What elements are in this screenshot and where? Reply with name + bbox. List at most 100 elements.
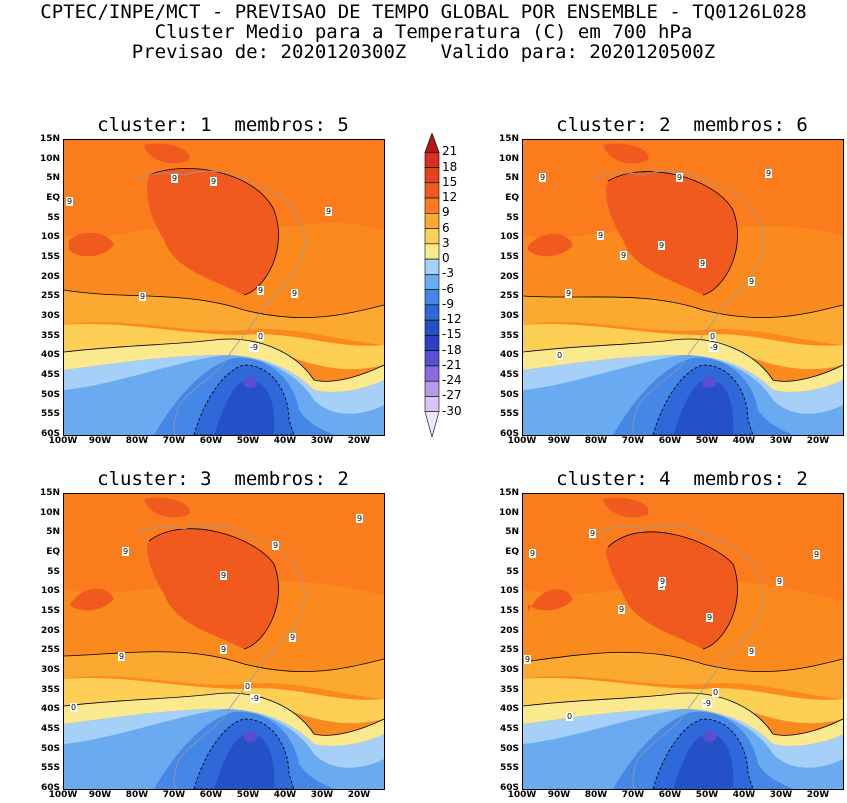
lat-tick-label: 30S: [499, 311, 519, 321]
contour-label: -9: [702, 699, 712, 708]
lat-tick-label: 15S: [40, 606, 60, 616]
lon-tick-label: 50W: [236, 790, 260, 800]
lat-tick-label: 20S: [40, 271, 60, 282]
map-panel-1: [63, 139, 385, 436]
panel-3-title: cluster: 3 membros: 2: [97, 468, 349, 490]
map-1-svg: [64, 140, 384, 435]
lat-tick-label: 15S: [40, 252, 60, 262]
colorbar-segment: [424, 304, 440, 321]
lat-tick-label: 40S: [40, 350, 60, 361]
lat-tick-label: EQ: [46, 193, 60, 203]
contour-label: 9: [539, 173, 547, 182]
lon-tick-label: 20W: [347, 790, 371, 800]
contour-label: 9: [356, 514, 364, 523]
coastline: [133, 170, 306, 435]
lon-tick-label: 30W: [310, 436, 334, 446]
contour-line: [607, 531, 738, 650]
contour-label: 9: [776, 577, 784, 586]
colorbar-segment: [424, 411, 440, 439]
panel-4-title: cluster: 4 membros: 2: [556, 468, 808, 490]
lon-tick-label: 30W: [769, 436, 793, 446]
contour-label: 9: [220, 571, 228, 580]
lat-tick-label: 50S: [40, 389, 60, 400]
lon-tick-label: 60W: [199, 790, 223, 800]
header-line-1: CPTEC/INPE/MCT - PREVISAO DE TEMPO GLOBA…: [40, 1, 807, 23]
cold-core: [214, 734, 275, 789]
colorbar-segment: [424, 133, 440, 153]
lat-tick-label: EQ: [505, 193, 519, 203]
contour-label: 9: [748, 647, 756, 656]
lat-tick-label: 45S: [40, 724, 60, 734]
hot-spot: [603, 143, 649, 164]
pale-band: [523, 693, 843, 746]
lon-tick-label: 30W: [769, 790, 793, 800]
colorbar-level-label: 21: [442, 144, 458, 159]
colorbar-segment: [424, 365, 440, 382]
contour-label: 9: [289, 633, 297, 642]
panel-1-title: cluster: 1 membros: 5: [97, 114, 349, 136]
lat-tick-label: 40S: [40, 704, 60, 715]
colorbar-segment: [424, 274, 440, 290]
colorbar-level-label: -24: [442, 373, 462, 388]
contour-label: 9: [139, 292, 147, 301]
colorbar-level-label: 9: [442, 205, 450, 220]
lon-tick-label: 40W: [273, 790, 297, 800]
hot-spot: [69, 588, 114, 611]
contour-line: [64, 289, 384, 319]
colorbar-level-label: -21: [442, 357, 462, 372]
lat-tick-label: 15S: [499, 252, 519, 262]
colorbar-segment: [424, 258, 440, 275]
lat-tick-label: 50S: [40, 743, 60, 754]
lat-tick-label: EQ: [505, 547, 519, 557]
lat-tick-label: 20S: [499, 271, 519, 282]
lon-tick-label: 60W: [199, 436, 223, 446]
lon-tick-label: 70W: [621, 436, 645, 446]
map-3-svg: [64, 494, 384, 789]
lon-tick-label: 50W: [695, 436, 719, 446]
lat-tick-label: 5S: [47, 566, 60, 577]
lat-tick-label: 10S: [40, 586, 60, 597]
mid-band: [523, 652, 843, 699]
lat-tick-label: 10N: [39, 507, 60, 518]
contour-label: 0: [70, 703, 78, 712]
contour-label: 0: [712, 688, 720, 697]
colorbar-level-label: -3: [442, 266, 454, 281]
lon-tick-label: 20W: [806, 790, 830, 800]
cold-core: [214, 380, 275, 435]
contour-line: [523, 651, 843, 673]
contour-label: 0: [566, 712, 574, 721]
contour-label: 0: [709, 332, 717, 341]
lon-tick-label: 70W: [162, 790, 186, 800]
colorbar: [424, 133, 440, 439]
contour-label: 9: [66, 197, 74, 206]
continent-warm: [147, 528, 279, 649]
contour-line: [523, 338, 843, 382]
lat-tick-label: 35S: [40, 330, 60, 341]
contour-label: 9: [210, 177, 218, 186]
lat-tick-label: 20S: [499, 625, 519, 636]
contour-label: 9: [565, 289, 573, 298]
contour-label: 9: [676, 173, 684, 182]
pale-band: [64, 693, 384, 746]
colorbar-segment: [424, 197, 440, 214]
colorbar-level-label: 6: [442, 220, 450, 235]
map-4-svg: [523, 494, 843, 789]
hot-spot: [528, 589, 573, 612]
hot-spot: [144, 497, 190, 518]
lon-tick-label: 80W: [584, 436, 608, 446]
contour-label: 0: [244, 682, 252, 691]
lon-tick-label: 50W: [236, 436, 260, 446]
lat-tick-label: 45S: [40, 370, 60, 380]
lon-tick-label: 100W: [48, 436, 78, 446]
colorbar-segment: [424, 335, 440, 351]
lat-tick-label: 10N: [39, 153, 60, 164]
lat-tick-label: 5N: [46, 527, 60, 538]
contour-label: 9: [706, 613, 714, 622]
lon-tick-label: 70W: [621, 790, 645, 800]
lat-tick-label: 15N: [498, 134, 519, 144]
contour-label: 9: [765, 169, 773, 178]
lat-tick-label: 5S: [47, 212, 60, 223]
lon-tick-label: 20W: [347, 436, 371, 446]
lon-tick-label: 40W: [732, 436, 756, 446]
contour-line: [523, 295, 843, 319]
